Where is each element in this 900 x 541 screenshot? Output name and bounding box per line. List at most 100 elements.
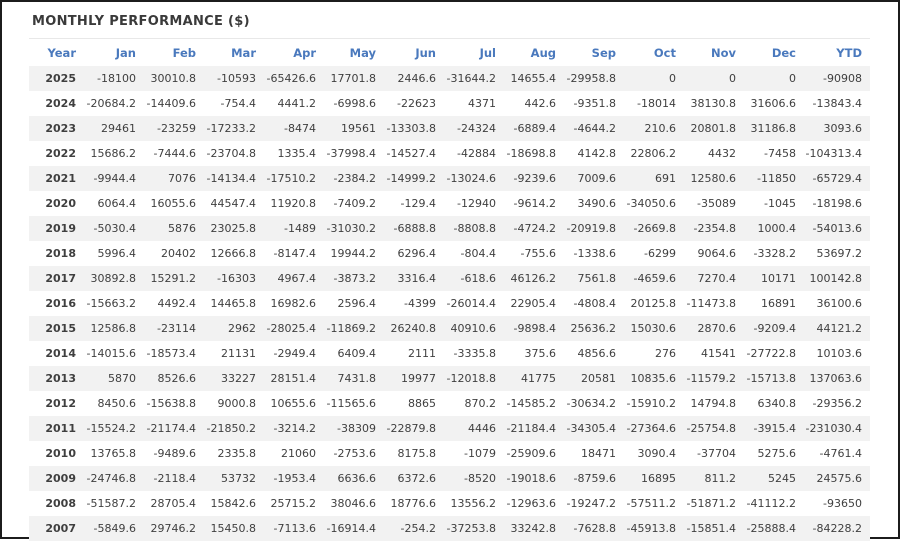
value-cell-jun: -22623 — [384, 91, 444, 116]
value-cell-jun: -6888.8 — [384, 216, 444, 241]
value-cell-dec: -3915.4 — [744, 416, 804, 441]
year-cell: 2007 — [29, 516, 84, 541]
value-cell-jun: 6372.6 — [384, 466, 444, 491]
value-cell-jan: 5996.4 — [84, 241, 144, 266]
value-cell-nov: 2870.6 — [684, 316, 744, 341]
value-cell-jan: 29461 — [84, 116, 144, 141]
value-cell-feb: 16055.6 — [144, 191, 204, 216]
value-cell-oct: 3090.4 — [624, 441, 684, 466]
value-cell-may: -31030.2 — [324, 216, 384, 241]
value-cell-apr: -2949.4 — [264, 341, 324, 366]
value-cell-jan: -15663.2 — [84, 291, 144, 316]
value-cell-apr: -1953.4 — [264, 466, 324, 491]
value-cell-sep: 25636.2 — [564, 316, 624, 341]
value-cell-dec: -25888.4 — [744, 516, 804, 541]
value-cell-aug: 33242.8 — [504, 516, 564, 541]
value-cell-sep: 7561.8 — [564, 266, 624, 291]
value-cell-may: 6409.4 — [324, 341, 384, 366]
value-cell-apr: -3214.2 — [264, 416, 324, 441]
value-cell-jul: -12940 — [444, 191, 504, 216]
column-header-nov: Nov — [684, 39, 744, 67]
widget-title: MONTHLY PERFORMANCE ($) — [32, 14, 898, 29]
value-cell-may: -38309 — [324, 416, 384, 441]
value-cell-may: -2384.2 — [324, 166, 384, 191]
year-cell: 2024 — [29, 91, 84, 116]
value-cell-jun: 19977 — [384, 366, 444, 391]
value-cell-jul: -24324 — [444, 116, 504, 141]
value-cell-sep: 4142.8 — [564, 141, 624, 166]
value-cell-jan: 6064.4 — [84, 191, 144, 216]
value-cell-nov: 20801.8 — [684, 116, 744, 141]
value-cell-apr: -17510.2 — [264, 166, 324, 191]
year-cell: 2025 — [29, 66, 84, 91]
value-cell-aug: -6889.4 — [504, 116, 564, 141]
value-cell-ytd: 100142.8 — [804, 266, 870, 291]
value-cell-nov: -35089 — [684, 191, 744, 216]
value-cell-nov: 41541 — [684, 341, 744, 366]
value-cell-jul: -8520 — [444, 466, 504, 491]
value-cell-jan: -15524.2 — [84, 416, 144, 441]
value-cell-mar: 21131 — [204, 341, 264, 366]
value-cell-mar: -14134.4 — [204, 166, 264, 191]
value-cell-jun: -4399 — [384, 291, 444, 316]
value-cell-nov: 12580.6 — [684, 166, 744, 191]
value-cell-jan: -14015.6 — [84, 341, 144, 366]
value-cell-oct: -6299 — [624, 241, 684, 266]
value-cell-feb: 5876 — [144, 216, 204, 241]
column-header-apr: Apr — [264, 39, 324, 67]
value-cell-apr: -28025.4 — [264, 316, 324, 341]
value-cell-jan: -5849.6 — [84, 516, 144, 541]
value-cell-ytd: -104313.4 — [804, 141, 870, 166]
value-cell-nov: 38130.8 — [684, 91, 744, 116]
value-cell-aug: 22905.4 — [504, 291, 564, 316]
column-header-mar: Mar — [204, 39, 264, 67]
column-header-jan: Jan — [84, 39, 144, 67]
value-cell-jun: 2446.6 — [384, 66, 444, 91]
value-cell-jul: 4446 — [444, 416, 504, 441]
value-cell-jan: 5870 — [84, 366, 144, 391]
value-cell-dec: -7458 — [744, 141, 804, 166]
value-cell-aug: -18698.8 — [504, 141, 564, 166]
value-cell-jul: -13024.6 — [444, 166, 504, 191]
value-cell-jan: -18100 — [84, 66, 144, 91]
value-cell-jul: -26014.4 — [444, 291, 504, 316]
value-cell-apr: -1489 — [264, 216, 324, 241]
value-cell-nov: -2354.8 — [684, 216, 744, 241]
value-cell-jan: -5030.4 — [84, 216, 144, 241]
value-cell-nov: -25754.8 — [684, 416, 744, 441]
value-cell-jan: 13765.8 — [84, 441, 144, 466]
value-cell-ytd: -13843.4 — [804, 91, 870, 116]
value-cell-sep: -1338.6 — [564, 241, 624, 266]
column-header-jun: Jun — [384, 39, 444, 67]
value-cell-ytd: 36100.6 — [804, 291, 870, 316]
value-cell-dec: -9209.4 — [744, 316, 804, 341]
year-cell: 2017 — [29, 266, 84, 291]
year-cell: 2020 — [29, 191, 84, 216]
value-cell-apr: 21060 — [264, 441, 324, 466]
value-cell-dec: 1000.4 — [744, 216, 804, 241]
value-cell-sep: -9351.8 — [564, 91, 624, 116]
value-cell-aug: 41775 — [504, 366, 564, 391]
value-cell-may: 7431.8 — [324, 366, 384, 391]
column-header-year: Year — [29, 39, 84, 67]
value-cell-apr: -8474 — [264, 116, 324, 141]
value-cell-dec: -41112.2 — [744, 491, 804, 516]
value-cell-mar: -10593 — [204, 66, 264, 91]
value-cell-may: 6636.6 — [324, 466, 384, 491]
value-cell-apr: 28151.4 — [264, 366, 324, 391]
value-cell-sep: -7628.8 — [564, 516, 624, 541]
value-cell-jul: 13556.2 — [444, 491, 504, 516]
